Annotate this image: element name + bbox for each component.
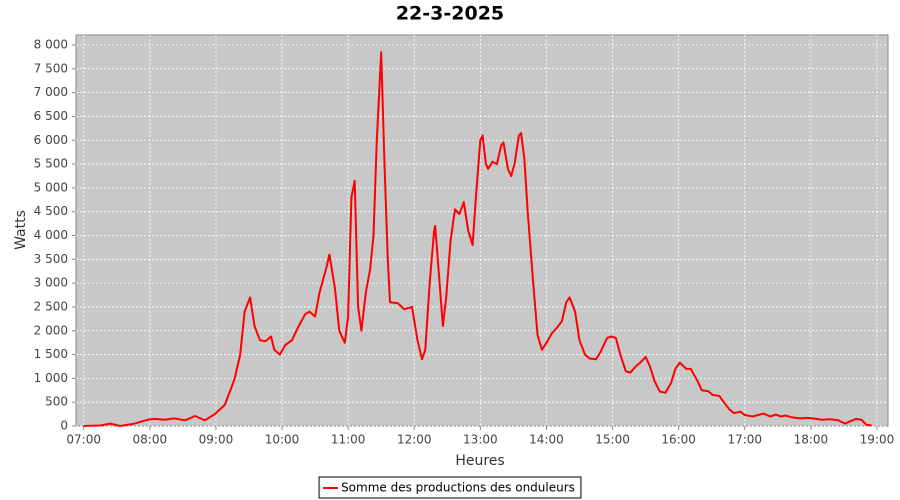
legend: Somme des productions des onduleurs: [318, 476, 582, 499]
y-axis-label: Watts: [13, 210, 29, 250]
legend-box: [318, 476, 582, 499]
x-tick-label: 17:00: [727, 433, 762, 447]
y-tick-label: 6 000: [34, 133, 68, 147]
y-tick-label: 1 500: [34, 347, 68, 361]
y-tick-label: 4 500: [34, 204, 68, 218]
y-tick-label: 0: [60, 419, 68, 433]
x-tick-label: 13:00: [463, 433, 498, 447]
x-axis-label: Heures: [455, 453, 504, 469]
legend-label: Somme des productions des onduleurs: [341, 481, 575, 495]
x-tick-label: 15:00: [595, 433, 630, 447]
x-tick-label: 16:00: [661, 433, 696, 447]
x-tick-label: 12:00: [397, 433, 432, 447]
plot-area: [75, 34, 889, 427]
y-tick-label: 7 000: [34, 85, 68, 99]
x-tick-label: 14:00: [529, 433, 564, 447]
series-line: [83, 51, 872, 427]
y-tick-label: 2 500: [34, 299, 68, 313]
y-tick-label: 7 500: [34, 61, 68, 75]
y-tick-label: 4 000: [34, 228, 68, 242]
x-tick-label: 07:00: [66, 433, 101, 447]
y-tick-label: 3 000: [34, 276, 68, 290]
x-tick-label: 08:00: [133, 433, 168, 447]
y-tick-label: 2 000: [34, 323, 68, 337]
y-tick-label: 6 500: [34, 109, 68, 123]
x-tick-label: 11:00: [331, 433, 366, 447]
y-tick-label: 3 500: [34, 252, 68, 266]
y-tick-label: 500: [45, 395, 68, 409]
y-tick-label: 8 000: [34, 38, 68, 52]
x-tick-label: 10:00: [265, 433, 300, 447]
x-tick-label: 19:00: [860, 433, 895, 447]
chart-title: 22-3-2025: [396, 3, 504, 25]
x-tick-label: 18:00: [794, 433, 829, 447]
y-tick-label: 5 000: [34, 180, 68, 194]
x-tick-label: 09:00: [199, 433, 234, 447]
y-tick-label: 5 500: [34, 157, 68, 171]
y-tick-label: 1 000: [34, 371, 68, 385]
